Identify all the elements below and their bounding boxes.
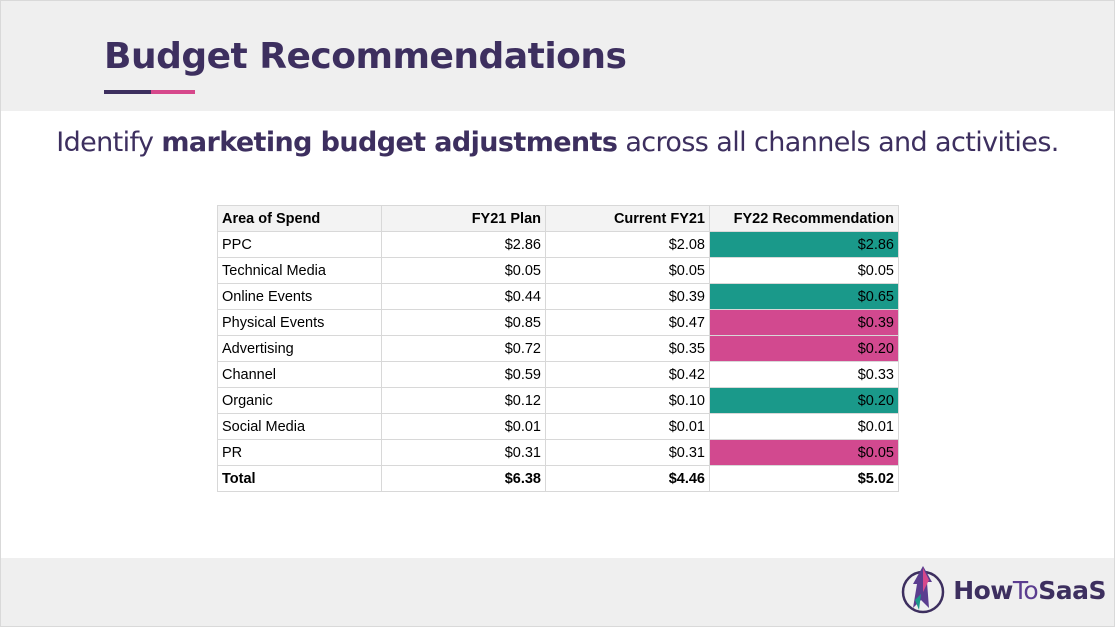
cell-current: $0.01 [545,413,710,440]
cell-current: $0.47 [545,309,710,336]
cell-area: Organic [217,387,382,414]
table-row: Online Events $0.44 $0.39 $0.65 [217,283,899,310]
footer-band [1,558,1114,626]
table-row: Channel $0.59 $0.42 $0.33 [217,361,899,388]
cell-recommendation: $0.39 [709,309,899,336]
logo-text-to: To [1012,575,1039,605]
table-row: PPC $2.86 $2.08 $2.86 [217,231,899,258]
subtitle-pre: Identify [56,127,162,158]
table-row: Advertising $0.72 $0.35 $0.20 [217,335,899,362]
table-body: PPC $2.86 $2.08 $2.86 Technical Media $0… [217,231,899,492]
howtosaas-logo: HowToSaaS [899,561,1106,619]
cell-area: PPC [217,231,382,258]
table-row: Physical Events $0.85 $0.47 $0.39 [217,309,899,336]
cell-total-recommendation: $5.02 [709,465,899,492]
cell-total-current: $4.46 [545,465,710,492]
cell-recommendation: $0.33 [709,361,899,388]
title-underline-dark [104,90,151,94]
rocket-logo-icon [901,566,945,614]
cell-area: Advertising [217,335,382,362]
subtitle-bold: marketing budget adjustments [161,127,618,158]
cell-area: Technical Media [217,257,382,284]
cell-plan: $2.86 [381,231,546,258]
cell-area: PR [217,439,382,466]
header-area-of-spend: Area of Spend [217,205,382,232]
header-fy21-plan: FY21 Plan [381,205,546,232]
cell-plan: $0.44 [381,283,546,310]
cell-area: Physical Events [217,309,382,336]
table-row: Technical Media $0.05 $0.05 $0.05 [217,257,899,284]
cell-current: $0.35 [545,335,710,362]
cell-current: $0.05 [545,257,710,284]
cell-total-label: Total [217,465,382,492]
title-underline-pink [151,90,195,94]
cell-total-plan: $6.38 [381,465,546,492]
header-fy22-recommendation: FY22 Recommendation [709,205,899,232]
cell-recommendation: $0.20 [709,387,899,414]
logo-text: HowToSaaS [953,576,1106,605]
slide-subtitle: Identify marketing budget adjustments ac… [1,127,1114,158]
table-total-row: Total $6.38 $4.46 $5.02 [217,465,899,492]
cell-recommendation: $0.20 [709,335,899,362]
cell-current: $0.42 [545,361,710,388]
cell-plan: $0.01 [381,413,546,440]
cell-plan: $0.72 [381,335,546,362]
logo-text-how: How [953,575,1013,605]
cell-area: Channel [217,361,382,388]
cell-plan: $0.12 [381,387,546,414]
table-row: PR $0.31 $0.31 $0.05 [217,439,899,466]
header-current-fy21: Current FY21 [545,205,710,232]
cell-plan: $0.59 [381,361,546,388]
budget-table: Area of Spend FY21 Plan Current FY21 FY2… [217,205,899,492]
table-row: Social Media $0.01 $0.01 $0.01 [217,413,899,440]
cell-area: Social Media [217,413,382,440]
cell-current: $0.31 [545,439,710,466]
subtitle-post: across all channels and activities. [617,127,1059,158]
cell-recommendation: $0.01 [709,413,899,440]
logo-text-saas: SaaS [1038,575,1106,605]
cell-current: $2.08 [545,231,710,258]
table-header-row: Area of Spend FY21 Plan Current FY21 FY2… [217,205,899,232]
cell-recommendation: $0.05 [709,257,899,284]
cell-area: Online Events [217,283,382,310]
cell-plan: $0.05 [381,257,546,284]
cell-current: $0.39 [545,283,710,310]
cell-current: $0.10 [545,387,710,414]
table-row: Organic $0.12 $0.10 $0.20 [217,387,899,414]
cell-plan: $0.85 [381,309,546,336]
cell-recommendation: $0.65 [709,283,899,310]
cell-plan: $0.31 [381,439,546,466]
cell-recommendation: $0.05 [709,439,899,466]
slide-title: Budget Recommendations [104,36,627,77]
cell-recommendation: $2.86 [709,231,899,258]
